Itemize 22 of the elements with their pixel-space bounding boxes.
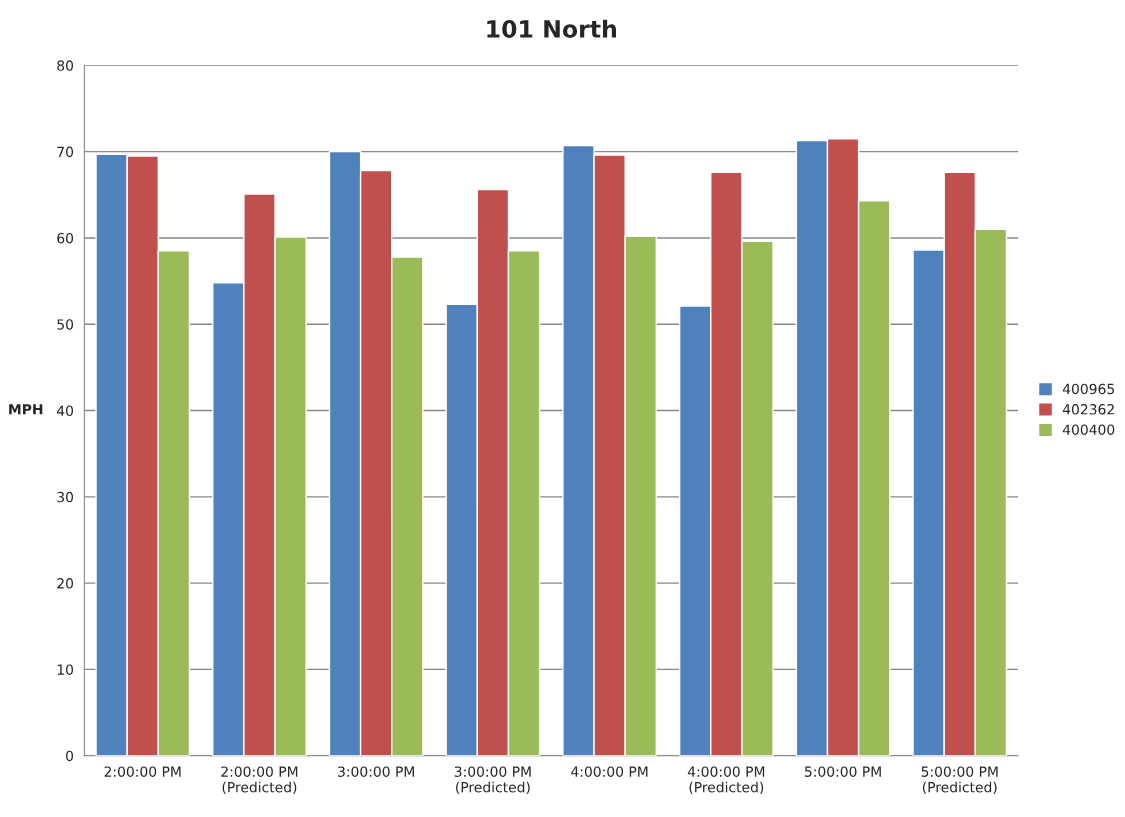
y-tick-label: 70 [57, 146, 74, 158]
y-tick-label: 30 [57, 491, 74, 503]
x-tick-label: 4:00:00 PM (Predicted) [687, 766, 765, 795]
y-tick-label: 60 [57, 232, 74, 244]
legend-label: 400965 [1062, 383, 1114, 395]
y-tick-label: 10 [57, 664, 74, 675]
y-tick-label: 50 [57, 319, 74, 330]
chart-title: 101 North [487, 19, 617, 38]
x-tick-label: 4:00:00 PM [571, 766, 648, 777]
y-tick-label: 20 [57, 578, 74, 589]
y-tick-label: 0 [66, 750, 74, 762]
legend-label: 402362 [1062, 404, 1114, 415]
legend-label: 400400 [1062, 424, 1115, 435]
x-tick-label: 2:00:00 PM [104, 766, 181, 777]
x-tick-label: 3:00:00 PM (Predicted) [454, 766, 531, 795]
x-tick-label: 2:00:00 PM (Predicted) [221, 766, 298, 795]
x-tick-label: 3:00:00 PM [338, 766, 414, 777]
x-tick-label: 5:00:00 PM [804, 766, 881, 777]
y-tick-label: 40 [56, 405, 74, 417]
y-tick-label: 80 [57, 60, 74, 71]
y-axis-title: MPH [9, 404, 43, 415]
x-tick-label: 5:00:00 PM (Predicted) [921, 766, 998, 795]
